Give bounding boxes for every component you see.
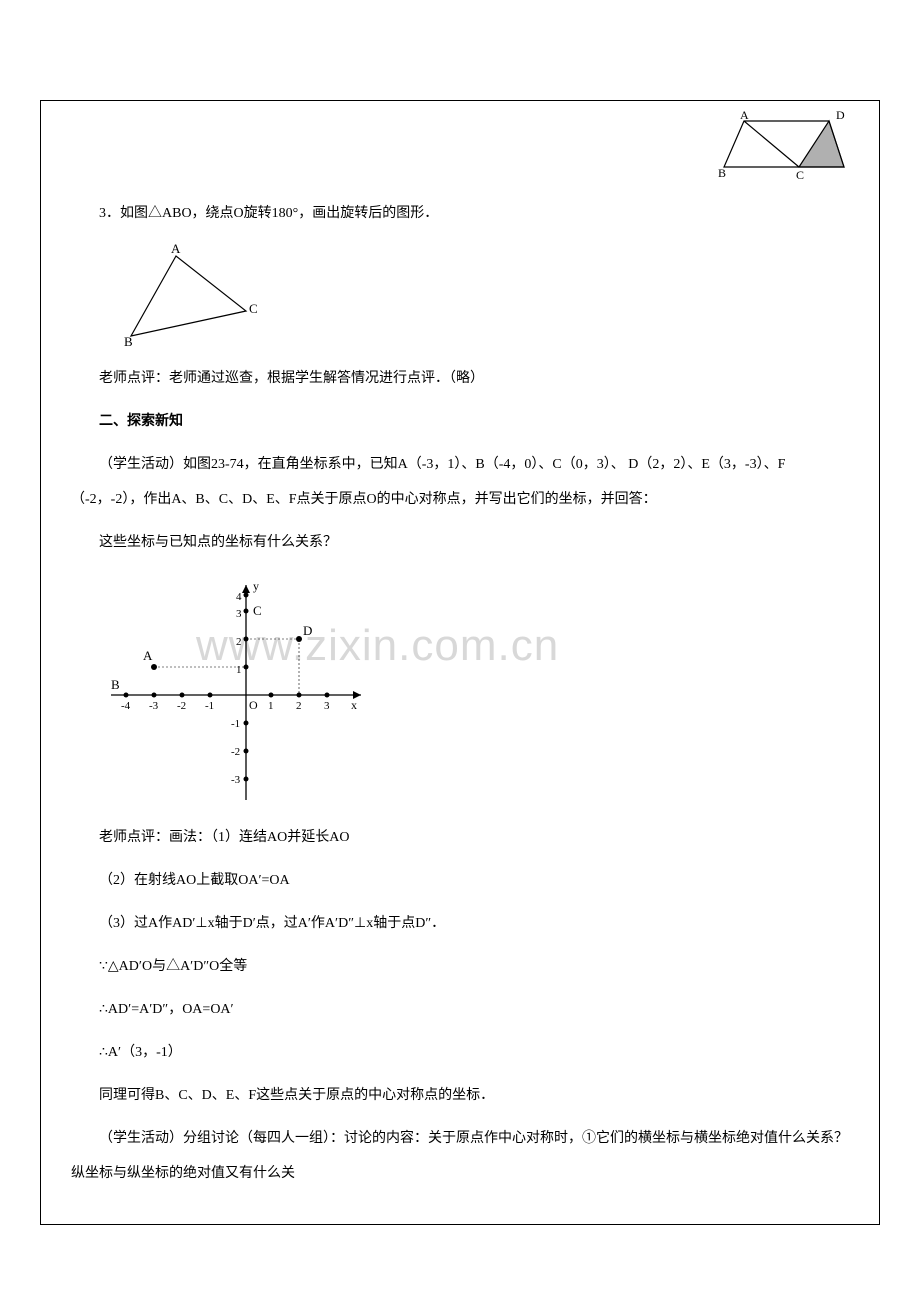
text-line-7: （2）在射线AO上截取OA′=OA (71, 863, 849, 898)
tick-y-3 (244, 609, 249, 614)
tick-y-m1 (244, 721, 249, 726)
text-line-13: （学生活动）分组讨论（每四人一组）：讨论的内容：关于原点作中心对称时，①它们的横… (71, 1121, 849, 1191)
label-d: D (836, 109, 845, 122)
text-line-11: ∴A′（3，-1） (71, 1035, 849, 1070)
text-line-1: 3．如图△ABO，绕点O旋转180°，画出旋转后的图形． (71, 196, 849, 231)
origin-label: O (249, 698, 258, 712)
text-line-2: 老师点评：老师通过巡查，根据学生解答情况进行点评．（略） (71, 361, 849, 396)
point-d-label: D (303, 623, 312, 638)
tick-y-m3 (244, 777, 249, 782)
ylabel-3: 3 (236, 608, 242, 620)
tick-y-4 (244, 593, 249, 598)
xlabel-3: 3 (324, 700, 330, 712)
ylabel-1: 1 (236, 664, 242, 676)
xlabel-1: 1 (268, 700, 274, 712)
coordinate-figure: -4 -3 -2 -1 1 2 3 1 2 3 4 -1 -2 -3 (111, 575, 391, 805)
text-line-9: ∵△AD′O与△A′D″O全等 (71, 949, 849, 984)
point-b-label: B (111, 677, 120, 692)
xlabel-m1: -1 (205, 700, 214, 712)
text-line-12: 同理可得B、C、D、E、F这些点关于原点的中心对称点的坐标． (71, 1078, 849, 1113)
parallelogram-figure: A D B C (714, 109, 849, 184)
page-container: A D B C 3．如图△ABO，绕点O旋转180°，画出旋转后的图形． A B… (0, 0, 920, 1265)
triangle-abc (131, 256, 246, 336)
label-a: A (740, 109, 749, 122)
tick-x-m2 (180, 693, 185, 698)
label-b: B (124, 334, 133, 349)
text-line-6: 老师点评：画法：（1）连结AO并延长AO (71, 820, 849, 855)
text-line-5: 这些坐标与已知点的坐标有什么关系？ (71, 525, 849, 560)
diagonal-line (744, 121, 799, 167)
ylabel-4: 4 (236, 591, 242, 603)
text-line-4: （学生活动）如图23-74，在直角坐标系中，已知A（-3，1）、B（-4，0）、… (71, 447, 849, 517)
y-axis-label: y (253, 579, 259, 593)
xlabel-m2: -2 (177, 700, 186, 712)
label-a: A (171, 241, 181, 256)
ylabel-2: 2 (236, 636, 242, 648)
point-a-label: A (143, 648, 153, 663)
label-c: C (249, 301, 258, 316)
text-line-10: ∴AD′=A′D″，OA=OA′ (71, 992, 849, 1027)
ylabel-m3: -3 (231, 774, 241, 786)
tick-y-m2 (244, 749, 249, 754)
tick-x-m3 (152, 693, 157, 698)
tick-x-3 (325, 693, 330, 698)
xlabel-m3: -3 (149, 700, 159, 712)
y-arrow (242, 585, 250, 593)
xlabel-m4: -4 (121, 700, 131, 712)
tick-x-m1 (208, 693, 213, 698)
xlabel-2: 2 (296, 700, 302, 712)
point-c-label: C (253, 603, 262, 618)
ylabel-m1: -1 (231, 718, 240, 730)
triangle-figure: A B C (121, 241, 271, 351)
content-box: A D B C 3．如图△ABO，绕点O旋转180°，画出旋转后的图形． A B… (40, 100, 880, 1225)
label-b: B (718, 166, 726, 180)
label-c: C (796, 168, 804, 182)
ylabel-m2: -2 (231, 746, 240, 758)
tick-x-1 (269, 693, 274, 698)
x-axis-label: x (351, 698, 357, 712)
tick-x-m4 (124, 693, 129, 698)
triangle-shaded (799, 121, 844, 167)
text-line-8: （3）过A作AD′⊥x轴于D′点，过A′作A′D″⊥x轴于点D″． (71, 906, 849, 941)
section-heading: 二、探索新知 (71, 404, 849, 439)
